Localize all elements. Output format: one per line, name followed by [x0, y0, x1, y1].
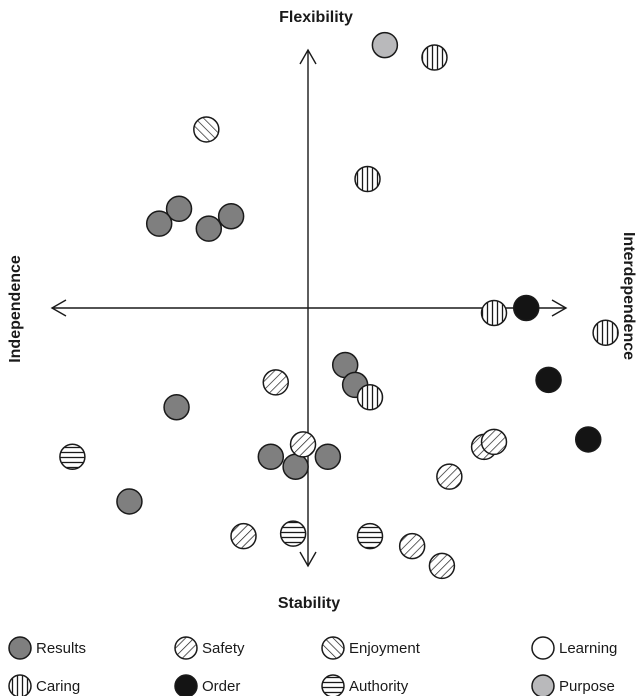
- point-authority-0: [59, 443, 86, 471]
- axes: [50, 48, 568, 568]
- axis-arrow-up-icon: [299, 48, 317, 65]
- point-results-7: [257, 443, 285, 471]
- legend-label-enjoyment: Enjoyment: [349, 640, 421, 657]
- point-authority-2: [356, 522, 384, 550]
- point-order-2: [574, 426, 602, 453]
- point-results-8: [282, 453, 309, 480]
- legend-label-order: Order: [202, 678, 240, 695]
- point-caring-3: [592, 319, 619, 347]
- point-results-0: [165, 195, 193, 223]
- axis-arrow-down-icon: [299, 551, 317, 568]
- axis-arrow-right-icon: [551, 299, 568, 317]
- point-enjoyment-0: [193, 116, 220, 143]
- point-safety-3: [480, 428, 508, 456]
- legend-label-purpose: Purpose: [559, 678, 615, 695]
- point-safety-7: [428, 552, 456, 580]
- point-results-1: [145, 210, 173, 237]
- legend-marker-order: [174, 674, 198, 696]
- legend-marker-learning: [531, 636, 555, 660]
- point-safety-6: [398, 532, 426, 560]
- point-caring-1: [354, 165, 381, 193]
- axis-title-top: Flexibility: [279, 9, 353, 26]
- axis-title-right: Interdependence: [620, 232, 637, 360]
- point-order-0: [512, 294, 540, 322]
- point-results-3: [195, 215, 223, 242]
- point-results-6: [163, 393, 190, 421]
- legend-marker-caring: [8, 674, 32, 696]
- legend-label-caring: Caring: [36, 678, 80, 695]
- point-safety-4: [436, 463, 463, 490]
- legend-marker-safety: [174, 636, 198, 660]
- legend: Results Safety Enjoyment Learning Caring Orde…: [8, 636, 617, 696]
- point-caring-2: [480, 299, 508, 327]
- legend-label-learning: Learning: [559, 640, 617, 657]
- point-purpose-0: [371, 31, 399, 59]
- point-caring-0: [421, 44, 448, 71]
- points-layer: [59, 31, 619, 580]
- legend-label-results: Results: [36, 640, 86, 657]
- point-safety-0: [262, 369, 290, 396]
- legend-marker-purpose: [531, 674, 555, 696]
- axis-title-bottom: Stability: [278, 595, 340, 612]
- point-caring-4: [356, 384, 384, 411]
- legend-marker-results: [8, 636, 32, 660]
- legend-label-authority: Authority: [349, 678, 409, 695]
- point-results-9: [314, 443, 342, 471]
- point-safety-1: [289, 431, 317, 458]
- axis-title-left: Independence: [7, 255, 24, 363]
- point-authority-1: [279, 520, 307, 547]
- point-safety-5: [230, 522, 257, 550]
- point-results-10: [116, 488, 143, 515]
- point-results-2: [217, 202, 245, 230]
- point-order-1: [535, 366, 562, 394]
- axis-arrow-left-icon: [50, 299, 67, 317]
- legend-marker-authority: [321, 674, 345, 696]
- legend-marker-enjoyment: [321, 636, 345, 660]
- legend-label-safety: Safety: [202, 640, 245, 657]
